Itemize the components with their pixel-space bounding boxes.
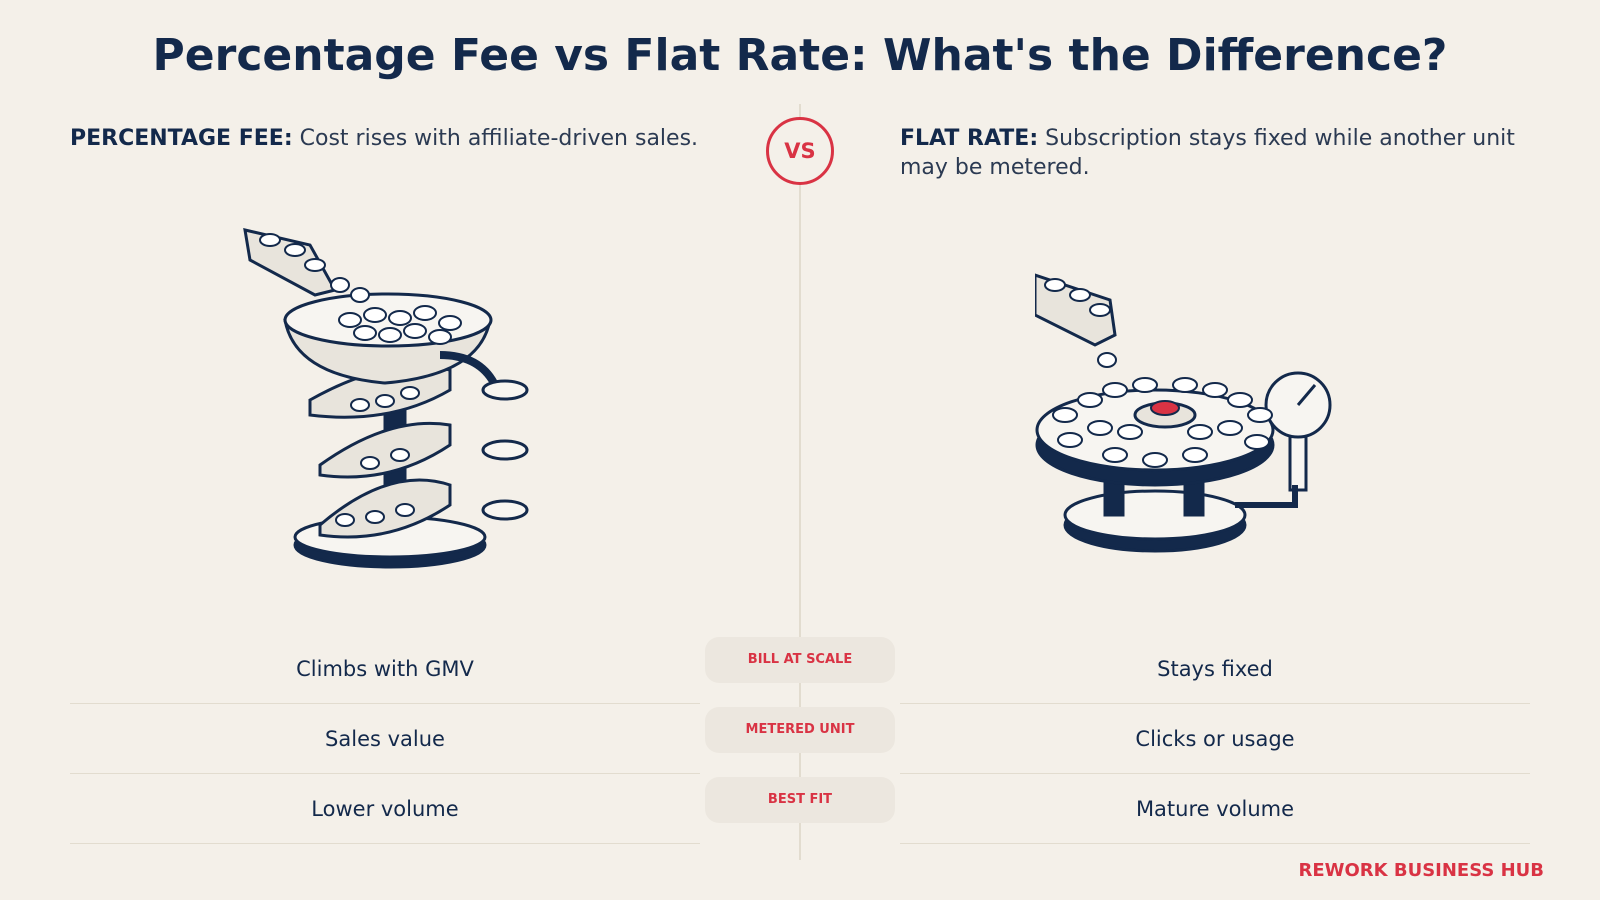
left-value: Climbs with GMV <box>70 635 700 704</box>
criterion: BILL AT SCALE <box>705 637 895 683</box>
right-value: Mature volume <box>900 775 1530 844</box>
vs-badge: VS <box>766 117 834 185</box>
left-intro: PERCENTAGE FEE: Cost rises with affiliat… <box>70 124 710 153</box>
left-label: PERCENTAGE FEE: <box>70 126 293 151</box>
center-divider <box>799 104 801 860</box>
right-label: FLAT RATE: <box>900 126 1039 151</box>
spiral-illustration <box>243 228 529 569</box>
title: Percentage Fee vs Flat Rate: What's the … <box>152 30 1448 81</box>
right-description: Subscription stays fixed while another u… <box>900 126 1515 180</box>
left-value: Sales value <box>70 705 700 774</box>
left-description: Cost rises with affiliate-driven sales. <box>299 126 699 151</box>
criterion: BEST FIT <box>705 777 895 823</box>
turntable-illustration <box>1035 273 1332 553</box>
criterion: METERED UNIT <box>705 707 895 753</box>
left-value: Lower volume <box>70 775 700 844</box>
comparison-row: Sales value METERED UNIT Clicks or usage <box>0 705 1600 775</box>
right-intro: FLAT RATE: Subscription stays fixed whil… <box>900 124 1520 182</box>
brand: REWORK BUSINESS HUB <box>1298 860 1544 881</box>
right-value: Clicks or usage <box>900 705 1530 774</box>
comparison-row: Lower volume BEST FIT Mature volume <box>0 775 1600 845</box>
comparison-row: Climbs with GMV BILL AT SCALE Stays fixe… <box>0 635 1600 705</box>
right-value: Stays fixed <box>900 635 1530 704</box>
